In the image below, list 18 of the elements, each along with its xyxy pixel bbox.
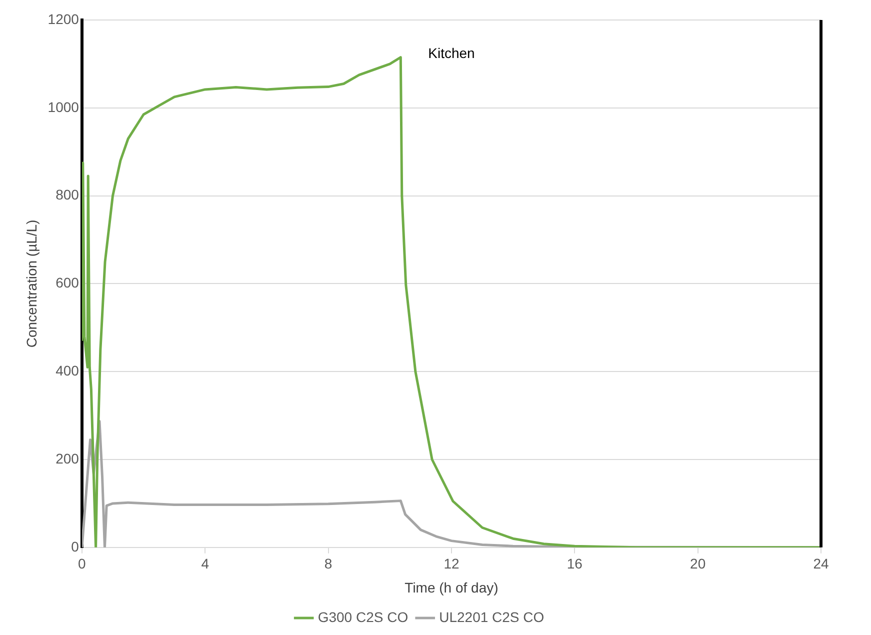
annotation: Kitchen [428,44,475,61]
y-tick-label: 400 [56,362,80,378]
x-tick-label: 12 [444,556,460,572]
legend-label: G300 C2S CO [318,608,408,625]
y-tick-label: 600 [56,274,80,291]
x-tick-label: 20 [690,556,706,572]
y-tick-label: 1200 [48,10,80,27]
y-tick-label: 0 [71,538,80,554]
x-tick-label: 4 [201,556,210,572]
x-tick-label: 16 [566,556,583,572]
x-tick-label: 24 [813,556,829,572]
y-tick-label: 1000 [48,98,80,115]
legend-label: UL2201 C2S CO [439,608,544,625]
x-tick-label: 8 [324,556,332,572]
y-tick-label: 200 [56,450,80,466]
x-axis-title: Time (h of day) [404,579,498,596]
y-axis-title: Concentration (µL/L) [23,220,40,348]
y-tick-label: 800 [56,186,80,203]
